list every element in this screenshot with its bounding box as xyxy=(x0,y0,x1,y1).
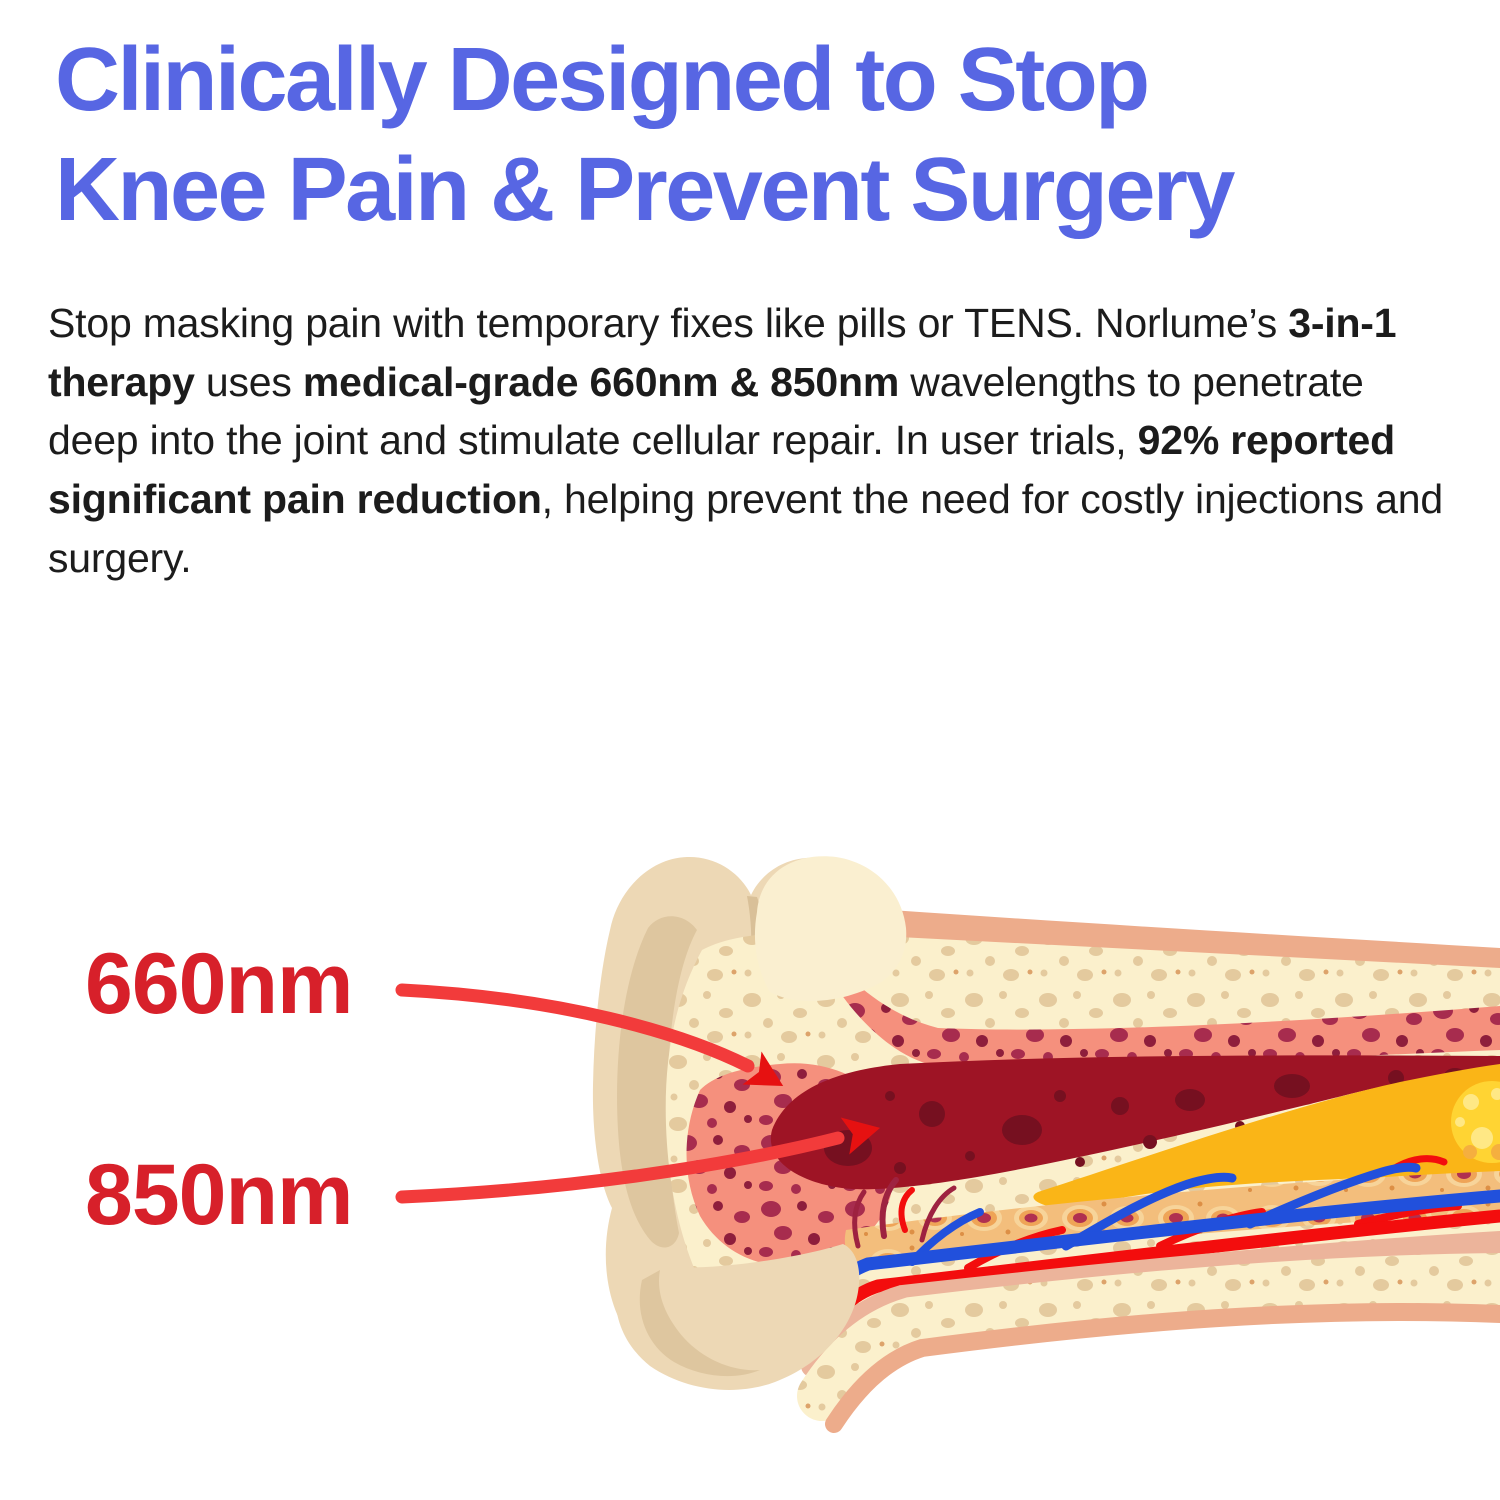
lower-shaft-wall xyxy=(797,1231,1500,1433)
bone-cross-section-illustration xyxy=(395,856,1500,1433)
marrow-cavity xyxy=(770,1055,1500,1190)
epiphysis-notch-shade xyxy=(747,896,760,952)
epiphysis-shading-left xyxy=(617,916,697,1248)
red-marrow-band-upper xyxy=(800,920,1500,1067)
arrow-660nm-line xyxy=(395,983,755,1073)
arrow-660nm-head xyxy=(742,1051,784,1086)
fat-cell xyxy=(1451,1081,1500,1163)
page-title-line-1: Clinically Designed to Stop xyxy=(55,30,1150,130)
body-text: uses xyxy=(194,358,303,405)
body-paragraph: Stop masking pain with temporary fixes l… xyxy=(48,294,1448,587)
body-text: , helping prevent the need for costly in… xyxy=(48,475,1443,581)
body-text-bold: 92% reported significant pain reduction xyxy=(48,417,1395,522)
wavelength-label-660: 660nm xyxy=(85,936,353,1032)
arrow-850nm-line xyxy=(395,1131,845,1204)
arrow-660nm-icon xyxy=(395,983,784,1086)
body-text: wavelengths to penetrate deep into the j… xyxy=(48,358,1364,464)
page-title: Clinically Designed to Stop Knee Pain & … xyxy=(55,26,1235,246)
body-text-bold: 3-in-1 therapy xyxy=(48,300,1397,405)
periosteum-top-band xyxy=(862,908,1500,972)
wavelength-label-850: 850nm xyxy=(85,1147,353,1243)
epiphysis-front-lobe xyxy=(615,1244,860,1390)
body-text: Stop masking pain with temporary fixes l… xyxy=(48,300,1289,346)
inner-salmon-band xyxy=(801,1231,1500,1377)
periosteum-bottom-band xyxy=(825,1302,1500,1433)
page-title-line-2: Knee Pain & Prevent Surgery xyxy=(55,139,1235,240)
arrow-850nm-icon xyxy=(395,1117,881,1204)
body-text-bold: medical-grade 660nm & 850nm xyxy=(302,358,900,405)
lower-spongy-band xyxy=(797,1253,1500,1421)
capillaries xyxy=(852,1177,957,1249)
arrow-850nm-head xyxy=(840,1117,881,1155)
condyle-cap xyxy=(754,856,907,1002)
marrow-cavity-shape xyxy=(770,1055,1500,1190)
